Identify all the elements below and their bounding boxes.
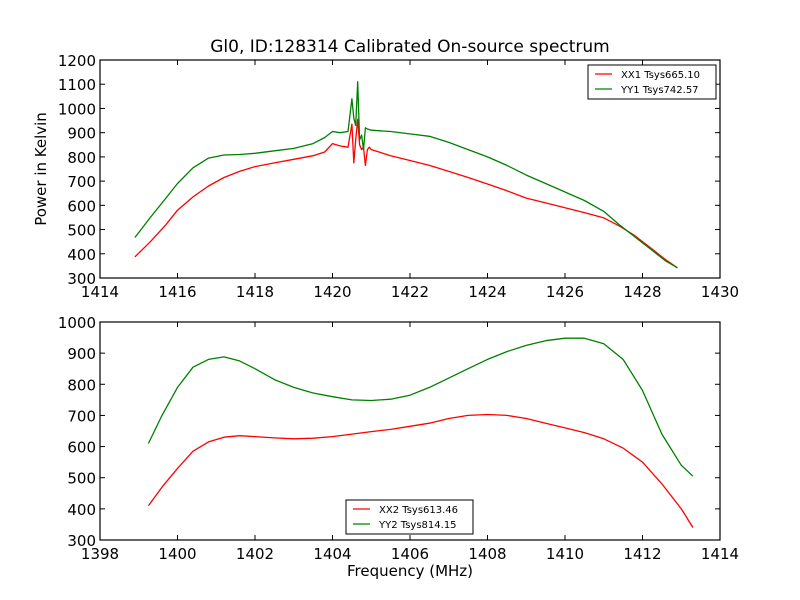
y-tick-label: 500	[67, 222, 96, 240]
legend-label: XX2 Tsys613.46	[379, 505, 458, 516]
legend-box	[345, 499, 474, 535]
series-line-xx2	[147, 413, 694, 528]
x-tick-label: 1428	[623, 283, 661, 301]
y-tick-label: 900	[67, 125, 96, 143]
x-tick-label: 1422	[391, 283, 429, 301]
legend: XX2 Tsys613.46 YY2 Tsys814.15	[345, 499, 474, 535]
x-tick-label: 1410	[546, 545, 584, 563]
x-tick-label: 1408	[468, 545, 506, 563]
x-tick-label: 1412	[623, 545, 661, 563]
bottom-subplot: 1398 1400 1402 1404 1406 1408 1410 1412 1414 300 4…	[58, 314, 739, 563]
x-tick-label: 1414	[701, 545, 739, 563]
y-tick-label: 600	[67, 197, 96, 215]
x-tick-label: 1424	[468, 283, 506, 301]
y-tick-label: 600	[67, 439, 96, 457]
legend-box	[587, 64, 717, 100]
x-tick-label: 1420	[313, 283, 351, 301]
chart-title: Gl0, ID:128314 Calibrated On-source spec…	[210, 37, 610, 57]
legend-label: YY2 Tsys814.15	[378, 520, 457, 531]
y-tick-label: 900	[67, 345, 96, 363]
y-tick-label: 300	[67, 270, 96, 288]
legend-label: XX1 Tsys665.10	[621, 70, 700, 81]
y-tick-label: 300	[67, 532, 96, 550]
x-tick-label: 1418	[236, 283, 274, 301]
y-tick-label: 800	[67, 376, 96, 394]
x-tick-label: 1400	[158, 545, 196, 563]
series-line-xx1	[134, 118, 678, 269]
x-axis-label: Frequency (MHz)	[347, 562, 473, 580]
plot-frame	[99, 321, 721, 541]
plot-frame	[99, 59, 721, 279]
y-tick-label: 1200	[58, 52, 96, 70]
top-subplot: 1414 1416 1418 1420 1422 1424 1426 1428 1430 300 4…	[58, 52, 739, 301]
x-tick-label: 1404	[313, 545, 351, 563]
y-tick-label: 1000	[58, 100, 96, 118]
x-tick-label: 1426	[546, 283, 584, 301]
x-tick-label: 1430	[701, 283, 739, 301]
x-tick-label: 1402	[236, 545, 274, 563]
y-tick-label: 700	[67, 407, 96, 425]
legend-label: YY1 Tsys742.57	[620, 85, 699, 96]
y-tick-label: 800	[67, 149, 96, 167]
y-tick-label: 700	[67, 173, 96, 191]
legend: XX1 Tsys665.10 YY1 Tsys742.57	[587, 64, 717, 100]
y-axis-label: Power in Kelvin	[32, 112, 50, 226]
x-tick-label: 1414	[81, 283, 119, 301]
y-tick-label: 400	[67, 246, 96, 264]
y-tick-label: 1000	[58, 314, 96, 332]
y-tick-label: 400	[67, 501, 96, 519]
series-line-yy1	[134, 81, 678, 269]
y-tick-label: 1100	[58, 76, 96, 94]
y-tick-label: 500	[67, 470, 96, 488]
x-tick-label: 1398	[81, 545, 119, 563]
x-tick-label: 1406	[391, 545, 429, 563]
series-line-yy2	[147, 337, 694, 477]
x-tick-label: 1416	[158, 283, 196, 301]
